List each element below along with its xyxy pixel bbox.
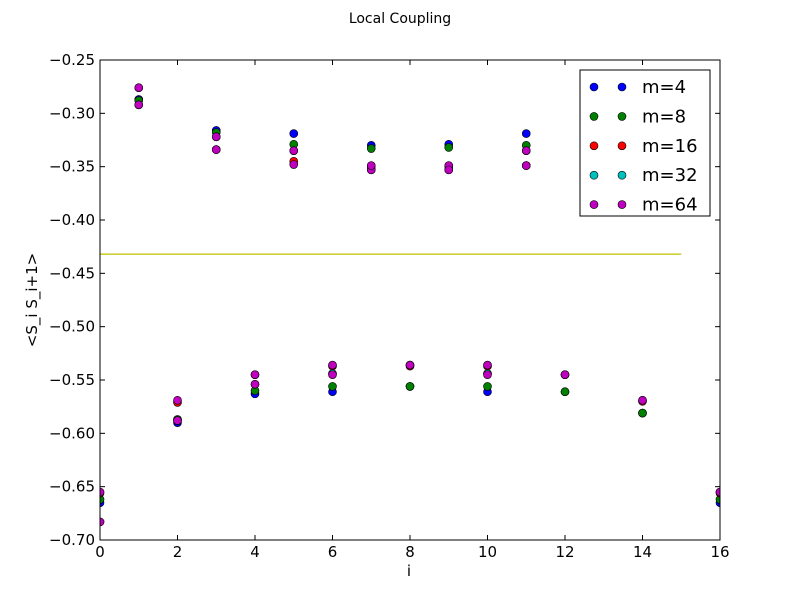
y-tick-label: −0.25 — [49, 51, 95, 69]
legend-label: m=8 — [642, 106, 686, 127]
legend-box — [579, 69, 711, 217]
data-point-m-64 — [100, 517, 105, 527]
legend-label: m=16 — [642, 136, 698, 157]
data-point-m-8 — [366, 144, 376, 153]
data-point-m-64 — [134, 100, 144, 110]
data-point-m-64 — [289, 160, 299, 169]
data-point-m-64 — [638, 395, 647, 405]
x-tick-label: 4 — [250, 543, 260, 561]
data-point-m-64 — [483, 370, 492, 379]
y-tick-label: −0.65 — [49, 478, 95, 496]
x-tick-label: 10 — [478, 543, 497, 561]
data-point-m-64 — [444, 165, 454, 175]
data-point-m-8 — [100, 495, 105, 504]
x-tick-label: 6 — [328, 543, 338, 561]
y-tick-label: −0.35 — [49, 158, 95, 176]
data-points — [100, 83, 720, 527]
legend-marker — [617, 112, 627, 121]
data-point-m-64 — [715, 487, 720, 497]
data-point-m-64 — [289, 146, 299, 155]
x-tick-label: 12 — [555, 543, 574, 561]
data-point-m-64 — [366, 161, 376, 170]
data-point-m-64 — [100, 487, 105, 497]
legend-label: m=64 — [642, 195, 698, 216]
data-point-m-64 — [483, 360, 492, 370]
data-point-m-64 — [211, 145, 221, 154]
y-tick-label: −0.55 — [49, 371, 95, 389]
data-point-m-8 — [405, 382, 415, 391]
data-point-m-8 — [638, 408, 647, 418]
x-tick-label: 16 — [710, 543, 729, 561]
legend-marker — [589, 82, 599, 92]
x-axis-label: i — [407, 562, 411, 580]
plot-area — [100, 83, 720, 527]
legend-marker — [617, 82, 627, 92]
y-tick-label: −0.45 — [49, 264, 95, 282]
data-point-m-64 — [328, 370, 337, 379]
data-point-m-64 — [134, 83, 144, 93]
y-tick-label: −0.50 — [49, 318, 95, 336]
data-point-m-64 — [405, 360, 415, 370]
chart-title: Local Coupling — [349, 11, 451, 27]
x-tick-label: 14 — [633, 543, 652, 561]
legend-marker — [589, 170, 599, 180]
legend: m=4 m=8 m=16 m=32 m=64 — [579, 69, 711, 217]
y-tick-label: −0.30 — [49, 104, 95, 122]
y-tick-label: −0.40 — [49, 211, 95, 229]
y-axis-label: <S_i S_i+1> — [23, 253, 42, 347]
data-point-m-8 — [328, 382, 337, 391]
data-point-m-64 — [560, 370, 570, 379]
legend-label: m=4 — [642, 77, 686, 98]
data-point-m-64 — [328, 360, 337, 370]
legend-marker — [589, 141, 599, 151]
legend-marker — [617, 170, 627, 180]
x-tick-label: 2 — [173, 543, 183, 561]
data-point-m-8 — [444, 143, 454, 152]
x-tick-label: 0 — [95, 543, 105, 561]
data-point-m-64 — [521, 146, 531, 155]
data-point-m-64 — [250, 370, 260, 379]
data-point-m-64 — [250, 379, 260, 389]
data-point-m-8 — [715, 495, 720, 504]
data-point-m-8 — [483, 382, 492, 391]
legend-marker — [617, 141, 627, 151]
legend-marker — [617, 200, 627, 209]
data-point-m-8 — [560, 387, 570, 397]
axes: 0 2 4 6 8 10 12 14 16 −0.70 −0.65 −0.60 −0.55 −0.50 −0… — [49, 51, 730, 561]
data-point-m-4 — [289, 129, 299, 138]
data-point-m-64 — [173, 395, 182, 405]
legend-marker — [589, 200, 599, 209]
data-point-m-64 — [521, 161, 531, 170]
legend-marker — [589, 112, 599, 121]
y-tick-label: −0.60 — [49, 424, 95, 442]
data-point-m-4 — [521, 129, 531, 138]
x-tick-label: 8 — [405, 543, 415, 561]
y-tick-label: −0.70 — [49, 531, 95, 549]
data-point-m-64 — [211, 132, 221, 142]
legend-label: m=32 — [642, 165, 698, 186]
data-point-m-64 — [173, 416, 182, 425]
